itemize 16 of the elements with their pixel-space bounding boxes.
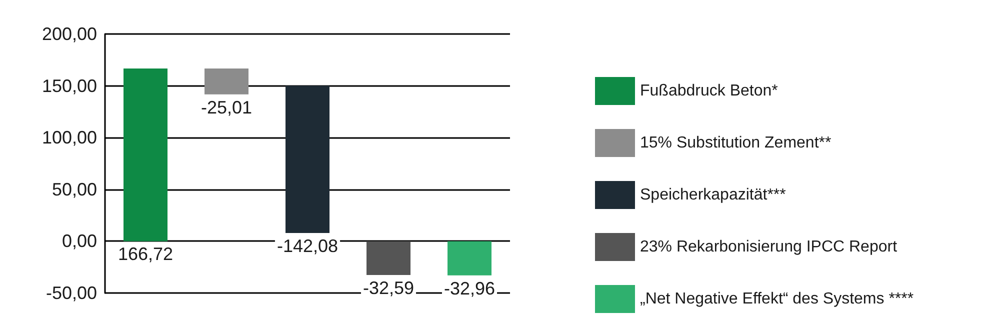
y-tick-label: 200,00 [42,24,97,44]
y-tick-label: 50,00 [52,179,97,200]
data-label: -25,01 [200,97,252,118]
data-label: -142,08 [276,236,338,256]
y-tick-label: 150,00 [42,76,97,96]
legend-label: 15% Substitution Zement** [640,134,832,152]
y-tick-label: 0,00 [62,231,97,252]
data-label: 166,72 [118,244,174,264]
legend-label: „Net Negative Effekt“ des Systems **** [640,290,914,308]
y-tick-label: -50,00 [46,283,97,303]
legend-label: 23% Rekarbonisierung IPCC Report [640,238,898,256]
y-tick-label: 100,00 [42,128,97,148]
data-label: -32,59 [362,278,414,298]
legend-label: Speicherkapazität*** [640,186,786,204]
data-label: -32,96 [444,278,496,298]
legend-label: Fußabdruck Beton* [640,82,778,100]
